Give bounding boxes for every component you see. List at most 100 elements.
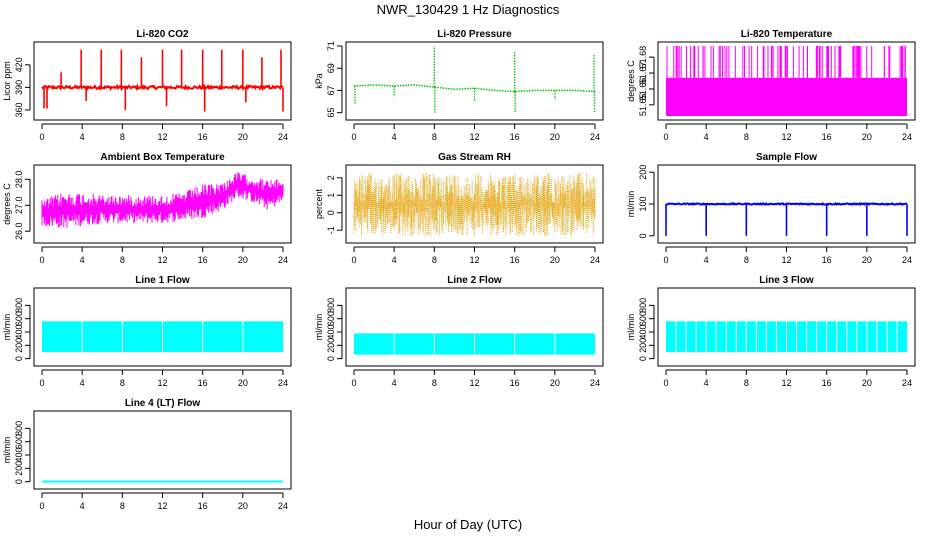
x-tick-label: 4 xyxy=(392,132,397,142)
y-tick-label: 51.66 xyxy=(638,78,648,101)
x-tick-label: 12 xyxy=(157,378,167,388)
x-tick-label: 12 xyxy=(469,132,479,142)
x-tick-label: 12 xyxy=(469,255,479,265)
panel-title: Li-820 Pressure xyxy=(437,29,512,40)
y-tick-label: 0 xyxy=(638,356,648,361)
panel-8: Line 2 Flow ml/min 0 4 8 12 16 20 24 0 20040060080… xyxy=(314,275,604,388)
y-axis-label: Licor ppm xyxy=(2,61,12,101)
x-tick-label: 12 xyxy=(157,255,167,265)
y-tick-label: 51.68 xyxy=(638,46,648,69)
data-series xyxy=(666,321,907,352)
x-tick-label: 20 xyxy=(238,132,248,142)
x-tick-label: 4 xyxy=(392,255,397,265)
series-band xyxy=(41,171,284,228)
x-tick-label: 8 xyxy=(120,378,125,388)
x-tick-label: 20 xyxy=(238,378,248,388)
y-tick-label: 69 xyxy=(326,63,336,73)
y-tick-label: 0 xyxy=(14,479,24,484)
y-tick-label: 28.0 xyxy=(14,171,24,189)
x-tick-label: 20 xyxy=(238,501,248,511)
x-tick-label: 24 xyxy=(278,501,288,511)
y-tick-label: 360 xyxy=(14,102,24,117)
y-tick-label: 0 xyxy=(326,210,336,215)
x-tick-label: 4 xyxy=(80,501,85,511)
data-series xyxy=(353,46,596,113)
plot-frame xyxy=(33,410,292,490)
x-tick-label: 4 xyxy=(80,132,85,142)
y-tick-label: 26.0 xyxy=(14,222,24,240)
panel-title: Line 1 Flow xyxy=(135,275,190,286)
x-tick-label: 16 xyxy=(822,255,832,265)
y-tick-label: 400 xyxy=(14,447,24,462)
x-tick-label: 8 xyxy=(432,378,437,388)
y-tick-label: 600 xyxy=(14,311,24,326)
y-tick-label: 390 xyxy=(14,80,24,95)
data-series xyxy=(354,333,595,355)
x-tick-label: 0 xyxy=(351,255,356,265)
y-tick-label: 800 xyxy=(638,298,648,313)
panel-4: Ambient Box Temperature degrees C 0 4 8 12 16 2… xyxy=(2,152,292,265)
y-tick-label: 0 xyxy=(326,356,336,361)
data-series xyxy=(42,321,283,352)
y-axis-label: ml/min xyxy=(626,314,636,341)
y-tick-label: 400 xyxy=(326,324,336,339)
x-tick-label: 8 xyxy=(744,378,749,388)
x-tick-label: 4 xyxy=(704,378,709,388)
panel-7: Line 1 Flow ml/min 0 4 8 12 16 20 24 0 20040060080… xyxy=(2,275,292,388)
y-tick-label: 420 xyxy=(14,57,24,72)
panel-title: Line 3 Flow xyxy=(759,275,814,286)
x-tick-label: 12 xyxy=(781,132,791,142)
x-tick-label: 24 xyxy=(590,255,600,265)
x-tick-label: 0 xyxy=(663,255,668,265)
panel-9: Line 3 Flow ml/min 0 4 8 12 16 20 24 0 20040060080… xyxy=(626,275,916,388)
plot-frame xyxy=(345,164,604,244)
x-tick-label: 8 xyxy=(432,255,437,265)
x-tick-label: 20 xyxy=(862,255,872,265)
panel-title: Line 4 (LT) Flow xyxy=(125,398,201,409)
panel-title: Ambient Box Temperature xyxy=(100,152,225,163)
x-tick-label: 24 xyxy=(590,378,600,388)
y-tick-label: 800 xyxy=(14,421,24,436)
x-tick-label: 16 xyxy=(822,132,832,142)
panel-title: Sample Flow xyxy=(756,152,817,163)
x-tick-label: 0 xyxy=(663,378,668,388)
panel-title: Line 2 Flow xyxy=(447,275,502,286)
x-tick-label: 0 xyxy=(351,378,356,388)
y-tick-label: 800 xyxy=(326,298,336,313)
panel-1: Li-820 CO2 Licor ppm 0 4 8 12 16 20 24 360 390 420 xyxy=(2,29,292,142)
plot-frame xyxy=(33,41,292,121)
x-tick-label: 8 xyxy=(120,255,125,265)
x-tick-label: 20 xyxy=(862,132,872,142)
panel-6: Sample Flow ml/min 0 4 8 12 16 20 24 0 100 200 xyxy=(626,152,916,265)
y-tick-label: 0 xyxy=(14,356,24,361)
y-tick-label: 2 xyxy=(326,175,336,180)
x-tick-label: 24 xyxy=(590,132,600,142)
plot-frame xyxy=(657,164,916,244)
x-tick-label: 12 xyxy=(469,378,479,388)
y-tick-label: 200 xyxy=(14,461,24,476)
panel-2: Li-820 Pressure kPa 0 4 8 12 16 20 24 65 67 69 71 xyxy=(314,29,604,142)
x-tick-label: 4 xyxy=(704,132,709,142)
y-tick-label: 600 xyxy=(638,311,648,326)
panel-title: Li-820 CO2 xyxy=(136,29,189,40)
y-tick-label: 51.65 xyxy=(638,94,648,117)
x-tick-label: 16 xyxy=(822,378,832,388)
x-tick-label: 4 xyxy=(80,378,85,388)
x-tick-label: 24 xyxy=(278,132,288,142)
y-tick-label: 51.67 xyxy=(638,62,648,85)
x-tick-label: 20 xyxy=(862,378,872,388)
y-axis-label: ml/min xyxy=(2,314,12,341)
x-tick-label: 4 xyxy=(704,255,709,265)
y-tick-label: -1 xyxy=(326,226,336,234)
panel-3: Li-820 Temperature degrees C 0 4 8 12 16 20 24 51… xyxy=(626,29,916,142)
x-tick-label: 20 xyxy=(550,132,560,142)
y-tick-label: 1 xyxy=(326,193,336,198)
y-tick-label: 100 xyxy=(638,196,648,211)
data-series xyxy=(665,201,908,236)
x-tick-label: 16 xyxy=(198,501,208,511)
y-axis-label: ml/min xyxy=(626,191,636,218)
x-tick-label: 16 xyxy=(510,132,520,142)
x-tick-label: 8 xyxy=(744,132,749,142)
